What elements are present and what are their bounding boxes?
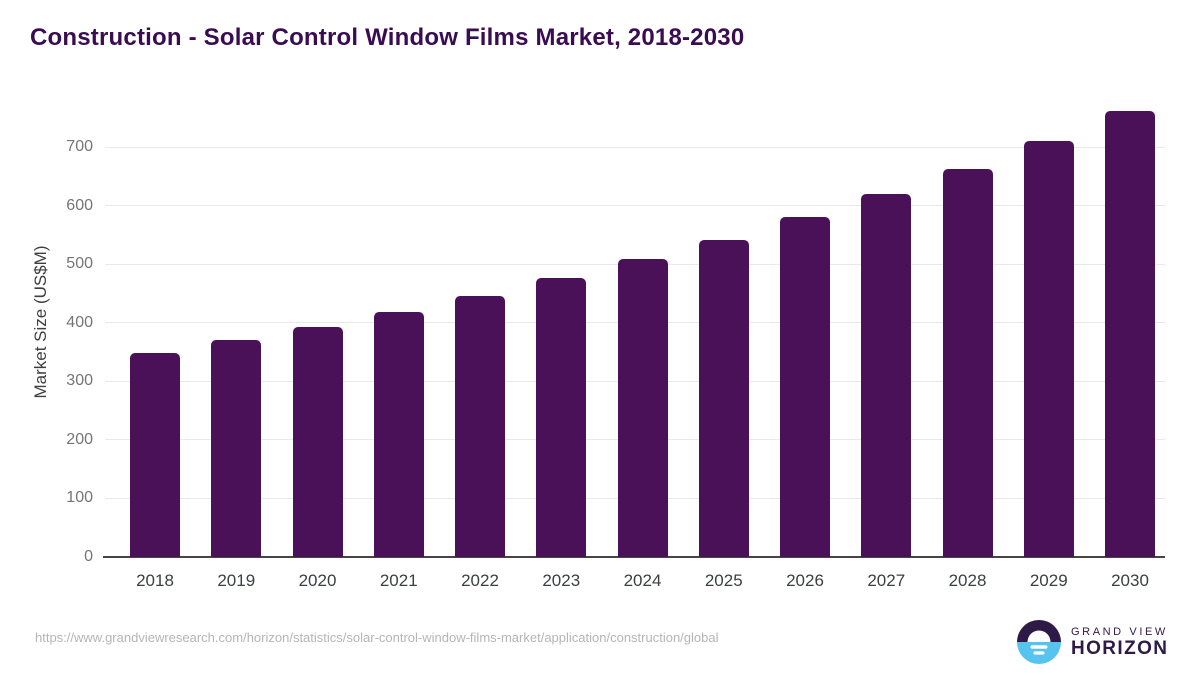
bar-2028 (942, 168, 993, 557)
y-tick-label: 200 (66, 430, 93, 448)
x-tick-label: 2025 (704, 571, 743, 590)
x-tick-label: 2021 (379, 571, 418, 590)
plot-area: 0 100 200 300 400 500 600 700 2018 2019 2020 2021 20… (66, 100, 1165, 590)
x-tick-label: 2023 (542, 571, 581, 590)
brand-name-bottom: HORIZON (1071, 637, 1169, 659)
bar-2019 (211, 340, 262, 557)
x-tick-label: 2029 (1029, 571, 1068, 590)
gridline (105, 146, 1165, 148)
y-tick-label: 300 (66, 372, 93, 390)
x-tick-label: 2024 (623, 571, 662, 590)
x-tick-label: 2026 (786, 571, 824, 590)
x-tick-label: 2020 (298, 571, 337, 590)
brand-logo: GRAND VIEW HORIZON (1017, 620, 1168, 664)
gridline (105, 205, 1165, 207)
brand-logo-text: GRAND VIEW HORIZON (1071, 626, 1168, 659)
x-axis-line (103, 556, 1165, 558)
bar-2029 (1023, 141, 1074, 557)
chart-title: Construction - Solar Control Window Film… (30, 24, 745, 51)
y-tick-label: 100 (66, 489, 93, 507)
bar-2022 (455, 295, 505, 557)
bar-2030 (1105, 110, 1155, 557)
bar-2026 (780, 217, 830, 557)
bar-2025 (698, 239, 749, 557)
y-tick-label: 0 (84, 548, 93, 565)
bar-2021 (373, 312, 424, 557)
bar-2023 (536, 278, 587, 557)
x-tick-label: 2019 (217, 571, 256, 590)
x-tick-label: 2022 (461, 571, 499, 590)
y-tick-label: 700 (66, 138, 93, 155)
x-tick-label: 2028 (948, 571, 987, 590)
bar-2020 (292, 326, 343, 557)
x-tick-label: 2027 (867, 571, 906, 590)
x-tick-label: 2018 (136, 571, 174, 590)
y-tick-label: 500 (66, 255, 93, 273)
x-tick-label: 2030 (1111, 571, 1149, 590)
y-tick-label: 400 (66, 313, 93, 331)
source-url: https://www.grandviewresearch.com/horizo… (35, 630, 719, 645)
horizon-sun-icon (1017, 620, 1061, 664)
bar-2018 (130, 353, 180, 557)
bar-2027 (861, 194, 912, 557)
brand-name-top: GRAND VIEW (1071, 625, 1168, 638)
bar-2024 (617, 259, 668, 557)
y-tick-label: 600 (66, 196, 93, 214)
